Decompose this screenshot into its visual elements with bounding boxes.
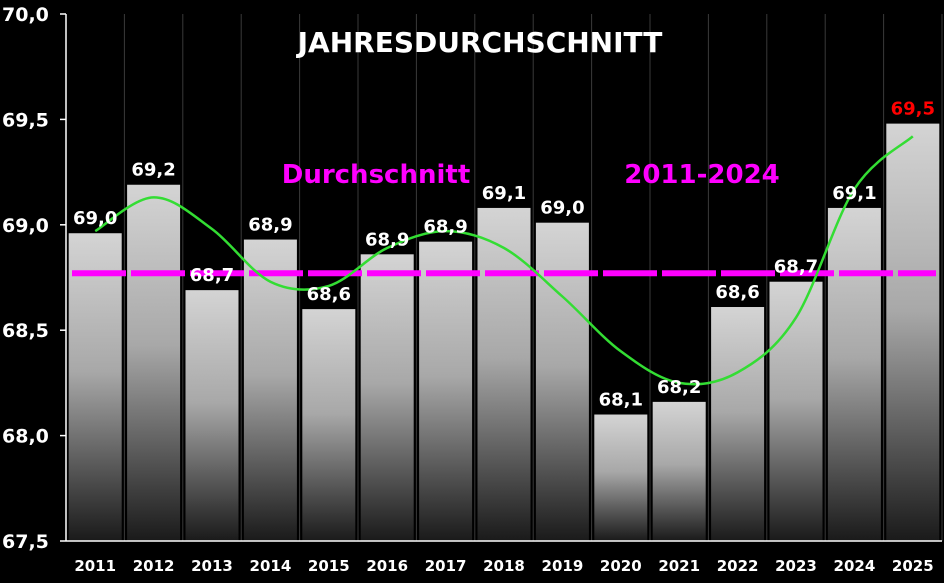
bar-2025 [886,123,940,541]
x-tick-label: 2013 [191,557,233,575]
bar-2021 [652,401,706,541]
y-tick-label: 67,5 [2,531,49,553]
x-tick-label: 2014 [250,557,292,575]
bar-2011 [68,233,122,541]
y-tick-label: 68,0 [2,426,49,448]
data-label-2023: 68,7 [774,257,818,278]
bar-2022 [711,307,765,541]
bar-2024 [827,207,881,541]
data-label-2024: 69,1 [832,183,876,204]
bar-2020 [594,414,648,541]
data-label-2025: 69,5 [891,99,935,120]
x-tick-label: 2018 [483,557,525,575]
data-label-2013: 68,7 [190,265,234,286]
vertical-gridlines [65,14,943,541]
bars-group [68,123,940,542]
bar-2023 [769,281,823,541]
trend-line-group [94,135,914,386]
bar-2017 [419,241,473,541]
data-label-2014: 68,9 [248,215,292,236]
data-label-2017: 68,9 [423,217,467,238]
chart-title: JAHRESDURCHSCHNITT [296,26,663,59]
bar-2014 [243,239,297,541]
bar-2015 [302,309,356,541]
data-label-2018: 69,1 [482,183,526,204]
data-label-2021: 68,2 [657,377,701,398]
data-label-2012: 69,2 [131,160,175,181]
data-label-2011: 69,0 [73,208,117,229]
y-tick-label: 68,5 [2,320,49,342]
data-label-2019: 69,0 [540,198,584,219]
y-tick-label: 69,0 [2,215,49,237]
bar-2013 [185,290,239,541]
average-label-right: 2011-2024 [624,160,780,190]
x-tick-label: 2012 [133,557,175,575]
trend-line [94,135,914,386]
average-label-left: Durchschnitt [282,160,471,190]
bar-2018 [477,207,531,541]
x-tick-label: 2025 [892,557,934,575]
x-tick-label: 2015 [308,557,350,575]
data-label-2020: 68,1 [599,390,643,411]
x-tick-label: 2021 [658,557,700,575]
y-tick-label: 69,5 [2,109,49,131]
x-tick-label: 2019 [542,557,584,575]
x-tick-label: 2022 [717,557,759,575]
x-tick-label: 2016 [366,557,408,575]
y-tick-label: 70,0 [2,4,49,26]
data-label-2015: 68,6 [307,284,351,305]
axes-group: 67,5 68,0 68,5 69,0 69,5 70,0 2011 2012 2013 2014… [2,4,942,575]
x-tick-label: 2017 [425,557,467,575]
bar-2016 [360,254,414,541]
data-labels-group: 69,0 69,2 68,7 68,9 68,6 68,9 68,9 69,1 69,0 68,1… [73,99,935,411]
data-label-2016: 68,9 [365,229,409,250]
data-label-2022: 68,6 [715,282,759,303]
bar-2012 [127,184,181,542]
x-tick-label: 2024 [834,557,876,575]
x-tick-label: 2020 [600,557,642,575]
x-tick-label: 2011 [74,557,116,575]
x-tick-label: 2023 [775,557,817,575]
